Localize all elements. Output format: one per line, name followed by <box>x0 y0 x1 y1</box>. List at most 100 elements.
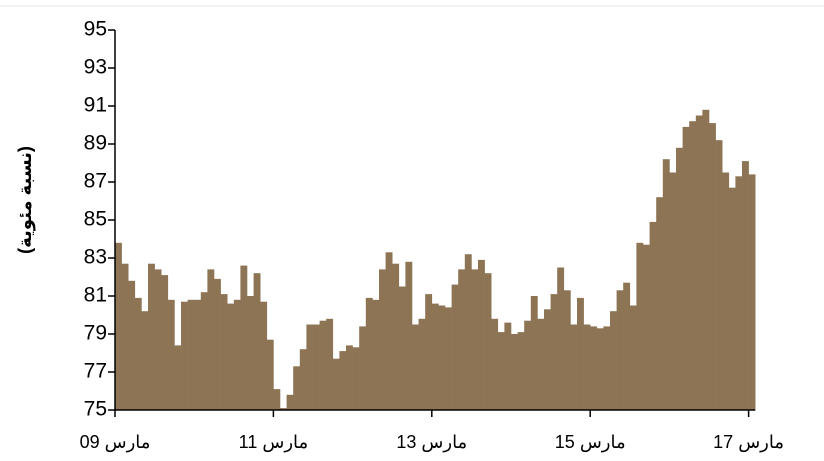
bar <box>352 347 360 410</box>
bar <box>709 123 716 410</box>
bar <box>392 263 400 410</box>
bar <box>398 286 406 410</box>
bar <box>115 242 122 410</box>
bar <box>412 324 419 410</box>
y-tick-label: 85 <box>84 208 107 231</box>
bar <box>695 115 703 410</box>
bar <box>458 269 466 410</box>
bar <box>669 172 677 410</box>
bar <box>748 174 756 410</box>
bar <box>121 263 129 410</box>
bar <box>379 269 386 410</box>
bar <box>326 318 334 410</box>
bar <box>181 301 188 410</box>
bar <box>643 244 650 410</box>
y-tick-label: 75 <box>84 398 107 421</box>
bar <box>247 296 254 410</box>
bar <box>313 324 320 410</box>
bar <box>722 172 730 410</box>
x-tick-label: 09 مارس <box>80 432 151 452</box>
y-tick-label: 87 <box>84 170 107 193</box>
bar <box>339 351 347 410</box>
bar <box>484 273 492 410</box>
bar <box>214 278 221 410</box>
bar <box>577 297 584 410</box>
bar <box>134 297 142 410</box>
bar <box>154 269 162 410</box>
bar <box>702 109 710 411</box>
y-tick-label: 77 <box>84 360 107 383</box>
bar <box>233 299 241 410</box>
bar <box>438 305 446 410</box>
bar <box>431 303 439 410</box>
bar <box>524 320 532 410</box>
bar <box>570 324 578 410</box>
x-tick-label: 15 مارس <box>555 432 626 452</box>
bar <box>728 187 736 410</box>
y-tick-label: 83 <box>84 246 107 269</box>
bar <box>682 126 690 411</box>
bar <box>742 161 749 410</box>
bar <box>260 301 268 410</box>
bar <box>161 275 169 410</box>
bar <box>629 305 637 410</box>
bar <box>299 349 307 410</box>
bar <box>478 259 485 410</box>
bar <box>603 326 611 410</box>
bar <box>319 320 327 410</box>
bar <box>491 318 499 410</box>
bar <box>511 334 518 410</box>
bar <box>141 311 149 410</box>
bar <box>240 265 248 410</box>
bar <box>280 408 287 410</box>
bar <box>590 326 598 410</box>
bar <box>194 299 202 410</box>
bar <box>583 324 591 410</box>
bar <box>596 328 604 410</box>
y-tick-label: 93 <box>84 56 107 79</box>
bar <box>616 290 624 410</box>
y-axis-label: (نسبة مئوية) <box>15 146 36 254</box>
bar <box>649 221 657 410</box>
bar <box>332 358 340 410</box>
bar <box>530 296 538 410</box>
bar <box>346 345 353 410</box>
bar <box>464 254 472 410</box>
bar <box>563 290 571 410</box>
bar <box>689 121 697 410</box>
x-tick-label: 11 مارس <box>239 432 308 452</box>
bar <box>715 140 723 410</box>
bar <box>471 269 479 410</box>
bar <box>227 303 235 410</box>
y-tick-label: 79 <box>84 322 107 345</box>
bar <box>372 299 380 410</box>
bar <box>497 332 505 410</box>
bar <box>636 242 644 410</box>
bar <box>187 299 195 410</box>
bar <box>445 307 452 410</box>
bar <box>662 159 670 410</box>
bar <box>220 294 228 410</box>
bar <box>253 273 261 410</box>
bar <box>273 389 281 410</box>
bar <box>359 326 367 410</box>
bar <box>517 332 525 410</box>
bar <box>504 322 512 410</box>
y-tick-label: 95 <box>84 18 107 41</box>
y-tick-label: 91 <box>84 94 107 117</box>
x-tick-label: 13 مارس <box>396 432 467 452</box>
bar <box>200 292 208 410</box>
bar <box>537 318 545 410</box>
bar <box>293 366 301 410</box>
bar <box>174 345 182 410</box>
bar <box>385 252 393 410</box>
bar <box>418 318 426 410</box>
bar <box>557 267 565 410</box>
y-tick-label: 89 <box>84 132 107 155</box>
bar <box>451 284 459 410</box>
bar <box>544 309 551 410</box>
bar <box>610 311 617 410</box>
bar <box>676 147 683 411</box>
x-tick-label: 17 مارس <box>713 432 784 452</box>
